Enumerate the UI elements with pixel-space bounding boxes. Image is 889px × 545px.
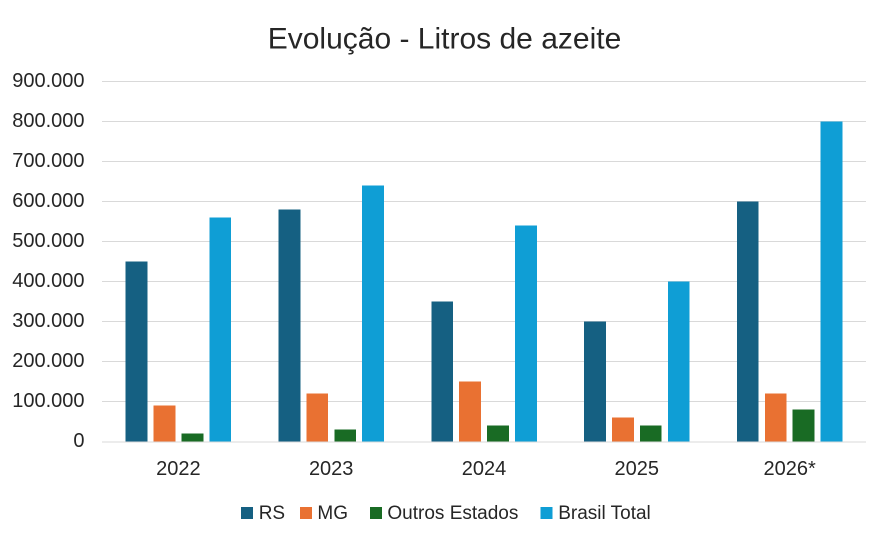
- svg-text:MG: MG: [317, 503, 348, 524]
- svg-text:Brasil Total: Brasil Total: [558, 503, 651, 524]
- svg-text:700.000: 700.000: [12, 150, 84, 172]
- svg-text:RS: RS: [259, 503, 285, 524]
- svg-text:600.000: 600.000: [12, 190, 84, 212]
- svg-text:100.000: 100.000: [12, 390, 84, 412]
- svg-text:900.000: 900.000: [12, 70, 84, 92]
- svg-text:Evolução - Litros de azeite: Evolução - Litros de azeite: [268, 23, 622, 56]
- svg-text:2023: 2023: [309, 458, 354, 480]
- svg-text:2024: 2024: [462, 458, 507, 480]
- svg-text:300.000: 300.000: [12, 310, 84, 332]
- svg-text:2026*: 2026*: [763, 458, 815, 480]
- svg-text:Outros Estados: Outros Estados: [387, 503, 518, 524]
- svg-text:500.000: 500.000: [12, 230, 84, 252]
- svg-text:200.000: 200.000: [12, 350, 84, 372]
- svg-text:400.000: 400.000: [12, 270, 84, 292]
- svg-text:2022: 2022: [156, 458, 201, 480]
- svg-text:0: 0: [73, 430, 84, 452]
- svg-text:800.000: 800.000: [12, 110, 84, 132]
- svg-text:2025: 2025: [615, 458, 660, 480]
